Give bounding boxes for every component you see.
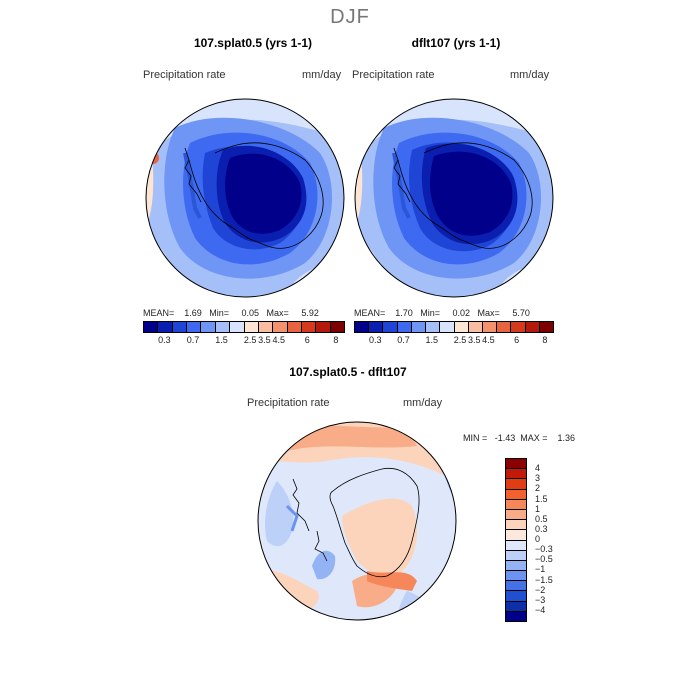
colorbar-swatch [144, 322, 159, 332]
right-panel-title: dflt107 (yrs 1-1) [411, 36, 501, 50]
colorbar-swatch [511, 322, 526, 332]
colorbar-swatch [301, 322, 317, 332]
colorbar-swatch [506, 530, 526, 541]
colorbar-swatch [506, 509, 526, 521]
colorbar-swatch [482, 322, 498, 332]
colorbar-tick-label: 1 [535, 503, 541, 514]
left-panel-title: 107.splat0.5 (yrs 1-1) [193, 36, 313, 50]
colorbar-tick-label: −4 [535, 604, 546, 615]
colorbar-swatch [230, 322, 245, 332]
right-colorbar [354, 321, 554, 333]
colorbar-swatch [287, 322, 302, 332]
colorbar-tick-label: 6 [304, 335, 310, 345]
colorbar-tick-label: 8 [333, 335, 339, 345]
colorbar-swatch [468, 322, 483, 332]
colorbar-swatch [273, 322, 288, 332]
colorbar-tick-label: −1.5 [535, 574, 553, 585]
right-variable-label: Precipitation rate [352, 69, 435, 81]
colorbar-swatch [506, 560, 526, 572]
colorbar-tick-label: 0.7 [186, 335, 200, 345]
colorbar-tick-label: −2 [535, 584, 546, 595]
colorbar-swatch [411, 322, 427, 332]
left-stats: MEAN= 1.69 Min= 0.05 Max= 5.92 [143, 308, 319, 318]
colorbar-tick-label: 0 [535, 534, 541, 544]
colorbar-swatch [172, 322, 188, 332]
colorbar-swatch [506, 581, 526, 592]
colorbar-tick-label: 4 [535, 463, 541, 474]
colorbar-tick-label: 3 [535, 473, 541, 484]
colorbar-swatch [506, 601, 526, 612]
colorbar-tick-label: −1 [535, 564, 546, 575]
colorbar-swatch [454, 322, 469, 332]
colorbar-swatch [525, 322, 540, 332]
colorbar-swatch [215, 322, 231, 332]
colorbar-tick-label: 4.5 [482, 335, 495, 345]
right-precip-map [354, 98, 554, 298]
colorbar-tick-label: 0.3 [368, 335, 382, 345]
colorbar-swatch [355, 322, 370, 332]
colorbar-swatch [316, 322, 331, 332]
colorbar-tick-label: 0.5 [535, 513, 548, 524]
right-units-label: mm/day [510, 69, 550, 81]
colorbar-swatch [158, 322, 173, 332]
colorbar-swatch [426, 322, 441, 332]
colorbar-tick-label: 0.7 [397, 335, 410, 345]
diff-precip-map [257, 421, 457, 621]
colorbar-swatch [383, 322, 398, 332]
colorbar-swatch [506, 540, 526, 551]
colorbar-swatch [369, 322, 384, 332]
colorbar-swatch [506, 459, 526, 470]
colorbar-swatch [497, 322, 512, 332]
colorbar-tick-label: −3 [535, 594, 546, 605]
colorbar-swatch [539, 322, 554, 332]
left-units-label: mm/day [302, 69, 342, 81]
diff-units-label: mm/day [403, 397, 443, 409]
colorbar-swatch [187, 322, 202, 332]
colorbar-swatch [506, 499, 526, 510]
colorbar-swatch [201, 322, 216, 332]
colorbar-swatch [506, 489, 526, 500]
left-precip-map [145, 98, 345, 298]
colorbar-tick-label: 2 [535, 483, 541, 494]
season-title: DJF [330, 6, 370, 28]
colorbar-swatch [506, 550, 526, 561]
colorbar-tick-label: 2.5 [453, 335, 467, 345]
colorbar-tick-label: 8 [542, 335, 548, 345]
colorbar-tick-label: 1.5 [215, 335, 228, 345]
colorbar-tick-label: 6 [514, 335, 520, 345]
colorbar-swatch [397, 322, 412, 332]
colorbar-swatch [244, 322, 259, 332]
colorbar-tick-label: 2.5 [243, 335, 257, 345]
colorbar-swatch [506, 611, 526, 621]
colorbar-tick-label: 3.5 [258, 335, 271, 345]
colorbar-tick-label: 0.3 [535, 523, 548, 534]
colorbar-tick-label: −0.3 [535, 544, 553, 555]
diff-panel-title: 107.splat0.5 - dflt107 [289, 365, 407, 379]
colorbar-swatch [330, 322, 345, 332]
colorbar-swatch [506, 571, 526, 582]
colorbar-tick-label: 1.5 [535, 493, 548, 504]
colorbar-tick-label: 4.5 [272, 335, 285, 345]
colorbar-swatch [506, 591, 526, 602]
right-stats: MEAN= 1.70 Min= 0.02 Max= 5.70 [354, 308, 530, 318]
left-variable-label: Precipitation rate [143, 69, 226, 81]
diff-colorbar [505, 458, 527, 622]
colorbar-swatch [506, 479, 526, 490]
diff-stats: MIN = -1.43 MAX = 1.36 [463, 433, 576, 443]
diff-variable-label: Precipitation rate [247, 397, 330, 409]
colorbar-swatch [506, 469, 526, 480]
colorbar-tick-label: −0.5 [535, 554, 553, 565]
colorbar-swatch [258, 322, 274, 332]
colorbar-swatch [440, 322, 455, 332]
colorbar-tick-label: 1.5 [425, 335, 439, 345]
colorbar-tick-label: 0.3 [158, 335, 171, 345]
left-colorbar [143, 321, 345, 333]
colorbar-swatch [506, 520, 526, 531]
colorbar-tick-label: 3.5 [467, 335, 481, 345]
